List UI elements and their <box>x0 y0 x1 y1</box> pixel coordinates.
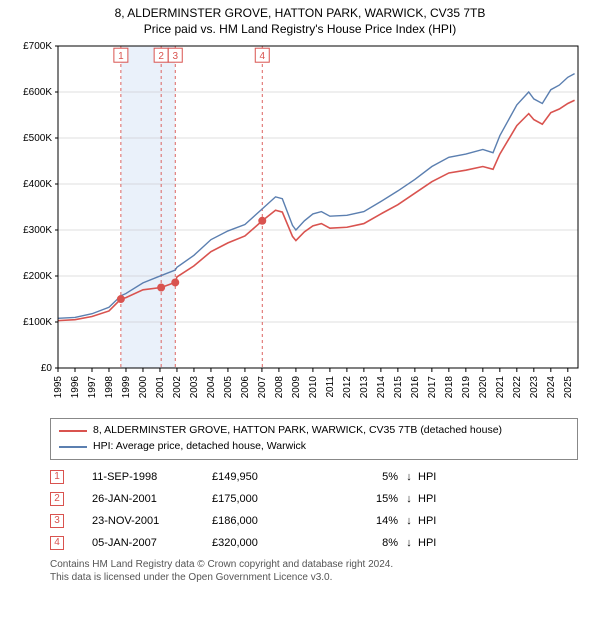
down-arrow-icon: ↓ <box>402 471 416 483</box>
svg-text:2016: 2016 <box>410 376 421 399</box>
transaction-diff: 15% <box>312 493 402 505</box>
chart-container: 8, ALDERMINSTER GROVE, HATTON PARK, WARW… <box>0 0 600 585</box>
svg-text:2025: 2025 <box>563 376 574 399</box>
transaction-price: £175,000 <box>212 493 312 505</box>
transaction-row: 3 23-NOV-2001£186,00014%↓HPI <box>50 510 578 532</box>
footnote: Contains HM Land Registry data © Crown c… <box>50 558 578 585</box>
legend-swatch <box>59 430 87 432</box>
legend: 8, ALDERMINSTER GROVE, HATTON PARK, WARW… <box>50 418 578 460</box>
svg-text:£100K: £100K <box>23 317 52 328</box>
svg-text:2012: 2012 <box>342 376 353 399</box>
svg-text:2004: 2004 <box>206 376 217 399</box>
svg-text:2006: 2006 <box>240 376 251 399</box>
transaction-marker: 3 <box>50 514 64 528</box>
svg-text:2000: 2000 <box>138 376 149 399</box>
svg-text:2013: 2013 <box>359 376 370 399</box>
footnote-line2: This data is licensed under the Open Gov… <box>50 571 578 585</box>
title-block: 8, ALDERMINSTER GROVE, HATTON PARK, WARW… <box>0 0 600 40</box>
transaction-diff: 5% <box>312 471 402 483</box>
svg-text:2024: 2024 <box>546 376 557 399</box>
svg-text:2021: 2021 <box>495 376 506 399</box>
svg-text:£0: £0 <box>41 363 53 374</box>
down-arrow-icon: ↓ <box>402 515 416 527</box>
svg-text:2023: 2023 <box>529 376 540 399</box>
transaction-table: 111-SEP-1998£149,9505%↓HPI226-JAN-2001£1… <box>50 466 578 554</box>
transaction-date: 26-JAN-2001 <box>92 493 212 505</box>
svg-text:£200K: £200K <box>23 271 52 282</box>
transaction-date: 11-SEP-1998 <box>92 471 212 483</box>
plot-area: £0 £100K £200K £300K £400K £500K £600K £700K 199… <box>10 40 590 410</box>
transaction-vs: HPI <box>416 493 436 505</box>
legend-swatch <box>59 446 87 448</box>
transaction-date: 05-JAN-2007 <box>92 537 212 549</box>
svg-text:2010: 2010 <box>308 376 319 399</box>
svg-text:1996: 1996 <box>70 376 81 399</box>
svg-text:3: 3 <box>172 51 178 62</box>
transaction-vs: HPI <box>416 537 436 549</box>
svg-text:2: 2 <box>158 51 164 62</box>
svg-text:£700K: £700K <box>23 41 52 52</box>
transaction-row: 1 11-SEP-1998£149,9505%↓HPI <box>50 466 578 488</box>
line-chart-svg: £0 £100K £200K £300K £400K £500K £600K £700K 199… <box>10 40 590 410</box>
svg-text:2008: 2008 <box>274 376 285 399</box>
svg-text:1995: 1995 <box>53 376 64 399</box>
svg-text:4: 4 <box>259 51 265 62</box>
svg-text:2002: 2002 <box>172 376 183 399</box>
transaction-price: £320,000 <box>212 537 312 549</box>
transaction-date: 23-NOV-2001 <box>92 515 212 527</box>
transaction-vs: HPI <box>416 515 436 527</box>
svg-text:2017: 2017 <box>427 376 438 399</box>
svg-text:2007: 2007 <box>257 376 268 399</box>
svg-text:2009: 2009 <box>291 376 302 399</box>
svg-text:2019: 2019 <box>461 376 472 399</box>
legend-item: 8, ALDERMINSTER GROVE, HATTON PARK, WARW… <box>59 423 569 439</box>
title-address: 8, ALDERMINSTER GROVE, HATTON PARK, WARW… <box>10 6 590 20</box>
transaction-row: 4 05-JAN-2007£320,0008%↓HPI <box>50 532 578 554</box>
svg-text:2005: 2005 <box>223 376 234 399</box>
svg-text:1: 1 <box>118 51 124 62</box>
transaction-marker: 4 <box>50 536 64 550</box>
svg-text:£300K: £300K <box>23 225 52 236</box>
footnote-line1: Contains HM Land Registry data © Crown c… <box>50 558 578 572</box>
transaction-price: £149,950 <box>212 471 312 483</box>
transaction-row: 2 26-JAN-2001£175,00015%↓HPI <box>50 488 578 510</box>
title-subtitle: Price paid vs. HM Land Registry's House … <box>10 22 590 36</box>
legend-label: 8, ALDERMINSTER GROVE, HATTON PARK, WARW… <box>93 423 502 439</box>
svg-text:2022: 2022 <box>512 376 523 399</box>
svg-text:2003: 2003 <box>189 376 200 399</box>
transaction-diff: 14% <box>312 515 402 527</box>
transaction-marker: 1 <box>50 470 64 484</box>
svg-text:2015: 2015 <box>393 376 404 399</box>
transaction-price: £186,000 <box>212 515 312 527</box>
svg-text:£400K: £400K <box>23 179 52 190</box>
svg-text:£500K: £500K <box>23 133 52 144</box>
down-arrow-icon: ↓ <box>402 537 416 549</box>
legend-label: HPI: Average price, detached house, Warw… <box>93 439 306 455</box>
legend-item: HPI: Average price, detached house, Warw… <box>59 439 569 455</box>
svg-text:1997: 1997 <box>87 376 98 399</box>
svg-text:2001: 2001 <box>155 376 166 399</box>
svg-text:2014: 2014 <box>376 376 387 399</box>
svg-text:1999: 1999 <box>121 376 132 399</box>
down-arrow-icon: ↓ <box>402 493 416 505</box>
transaction-diff: 8% <box>312 537 402 549</box>
svg-text:£600K: £600K <box>23 87 52 98</box>
svg-text:2011: 2011 <box>325 376 336 398</box>
svg-text:1998: 1998 <box>104 376 115 399</box>
transaction-vs: HPI <box>416 471 436 483</box>
svg-text:2018: 2018 <box>444 376 455 399</box>
svg-text:2020: 2020 <box>478 376 489 399</box>
transaction-marker: 2 <box>50 492 64 506</box>
